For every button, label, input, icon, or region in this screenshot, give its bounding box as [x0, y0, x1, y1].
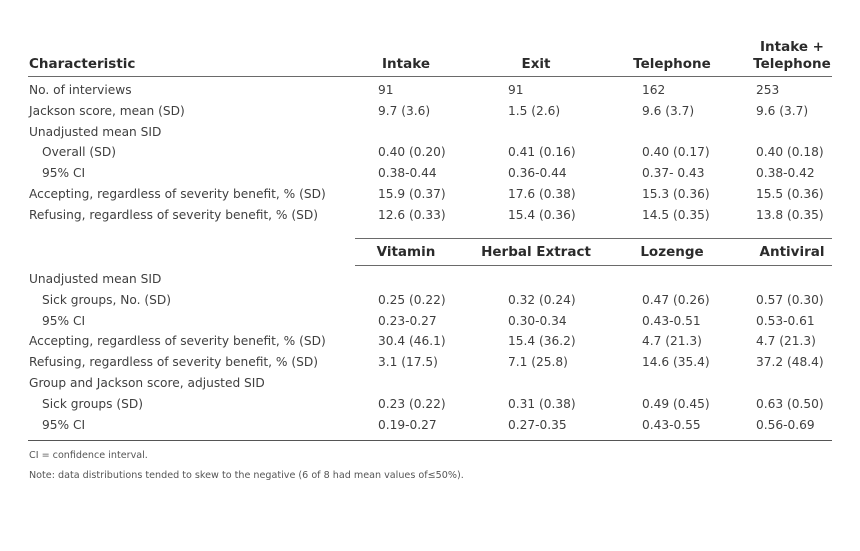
header-lozenge: Lozenge	[640, 244, 704, 260]
row-label: Overall (SD)	[42, 145, 117, 160]
cell-col-4: 13.8 (0.35)	[756, 207, 824, 222]
cell-col-2: 17.6 (0.38)	[508, 187, 576, 201]
header-antiviral: Antiviral	[759, 244, 825, 260]
row-label: Group and Jackson score, adjusted SID	[29, 376, 265, 390]
table-row: 95% CI 0.19-0.27 0.27-0.35 0.43-0.55 0.56-0.…	[0, 418, 860, 438]
cell-col-4: 15.5 (0.36)	[756, 187, 824, 201]
cell-col-4: 4.7 (21.3)	[756, 334, 816, 349]
header-intake: Intake	[382, 56, 430, 72]
cell-col-3: 0.43-0.55	[642, 417, 701, 432]
table-row: 95% CI 0.38-0.44 0.36-0.44 0.37- 0.43 0.38-0…	[0, 166, 860, 186]
table-row: No. of interviews 91 91 162 253	[0, 83, 860, 103]
table-row: Unadjusted mean SID	[0, 125, 860, 145]
table-row: Accepting, regardless of severity benefi…	[0, 334, 860, 354]
row-label: No. of interviews	[29, 83, 132, 97]
cell-col-1: 91	[378, 83, 394, 97]
table-row: Overall (SD) 0.40 (0.20) 0.41 (0.16) 0.40 (…	[0, 145, 860, 165]
cell-col-1: 0.23-0.27	[378, 313, 437, 328]
cell-col-1: 0.40 (0.20)	[378, 145, 446, 160]
table-bottom-rule	[28, 440, 832, 441]
row-label: Sick groups (SD)	[42, 396, 144, 411]
table-row: Sick groups, No. (SD) 0.25 (0.22) 0.32 (0.…	[0, 293, 860, 313]
row-label: Unadjusted mean SID	[29, 124, 162, 139]
cell-col-4: 0.38-0.42	[756, 166, 815, 181]
cell-col-3: 162	[642, 83, 666, 97]
cell-col-2: 1.5 (2.6)	[508, 103, 561, 118]
table-row: Group and Jackson score, adjusted SID	[0, 376, 860, 396]
cell-col-2: 0.36-0.44	[508, 166, 567, 181]
subheader-top-rule	[355, 238, 832, 239]
cell-col-3: 9.6 (3.7)	[642, 103, 695, 118]
header-exit: Exit	[521, 56, 551, 72]
row-label: Unadjusted mean SID	[29, 272, 162, 286]
cell-col-2: 0.31 (0.38)	[508, 396, 576, 411]
cell-col-2: 0.27-0.35	[508, 417, 567, 432]
cell-col-3: 0.37- 0.43	[642, 166, 705, 181]
footnote-ci: CI = confidence interval.	[29, 450, 148, 461]
cell-col-1: 9.7 (3.6)	[378, 103, 431, 118]
cell-col-1: 15.9 (0.37)	[378, 187, 446, 201]
row-label: Accepting, regardless of severity benefi…	[29, 187, 326, 201]
table-row: Accepting, regardless of severity benefi…	[0, 187, 860, 207]
cell-col-2: 7.1 (25.8)	[508, 355, 568, 370]
cell-col-2: 0.32 (0.24)	[508, 292, 576, 307]
footnote-note: Note: data distributions tended to skew …	[29, 470, 464, 481]
table-row: Unadjusted mean SID	[0, 272, 860, 292]
cell-col-4: 0.57 (0.30)	[756, 292, 824, 307]
row-label: Accepting, regardless of severity benefi…	[29, 334, 326, 349]
header-intake-telephone-line2: Telephone	[753, 56, 831, 72]
cell-col-4: 0.56-0.69	[756, 417, 815, 432]
table-row: 95% CI 0.23-0.27 0.30-0.34 0.43-0.51 0.53-0.…	[0, 314, 860, 334]
cell-col-3: 0.49 (0.45)	[642, 396, 710, 411]
cell-col-4: 253	[756, 83, 780, 97]
cell-col-4: 9.6 (3.7)	[756, 103, 809, 118]
cell-col-3: 14.6 (35.4)	[642, 355, 710, 370]
cell-col-1: 0.38-0.44	[378, 166, 437, 181]
row-label: Sick groups, No. (SD)	[42, 292, 171, 307]
row-label: 95% CI	[42, 166, 86, 181]
table-row: Sick groups (SD) 0.23 (0.22) 0.31 (0.38) 0.…	[0, 397, 860, 417]
cell-col-4: 37.2 (48.4)	[756, 355, 824, 370]
cell-col-3: 15.3 (0.36)	[642, 187, 710, 201]
cell-col-1: 12.6 (0.33)	[378, 207, 446, 222]
header-rule	[28, 76, 832, 77]
cell-col-2: 15.4 (0.36)	[508, 207, 576, 222]
subheader-bottom-rule	[355, 265, 832, 266]
cell-col-4: 0.53-0.61	[756, 313, 815, 328]
header-herbal-extract: Herbal Extract	[481, 244, 591, 260]
cell-col-2: 15.4 (36.2)	[508, 334, 576, 349]
cell-col-3: 0.40 (0.17)	[642, 145, 710, 160]
cell-col-1: 0.19-0.27	[378, 417, 437, 432]
cell-col-2: 0.41 (0.16)	[508, 145, 576, 160]
header-characteristic: Characteristic	[29, 56, 136, 72]
cell-col-1: 3.1 (17.5)	[378, 355, 438, 370]
cell-col-3: 0.47 (0.26)	[642, 292, 710, 307]
header-intake-telephone-line1: Intake +	[760, 39, 824, 55]
cell-col-3: 14.5 (0.35)	[642, 207, 710, 222]
header-vitamin: Vitamin	[376, 244, 436, 260]
cell-col-1: 30.4 (46.1)	[378, 334, 446, 349]
cell-col-3: 0.43-0.51	[642, 313, 701, 328]
cell-col-1: 0.23 (0.22)	[378, 396, 446, 411]
cell-col-4: 0.63 (0.50)	[756, 396, 824, 411]
cell-col-2: 91	[508, 83, 524, 97]
table-row: Refusing, regardless of severity benefit…	[0, 355, 860, 375]
cell-col-4: 0.40 (0.18)	[756, 145, 824, 160]
cell-col-1: 0.25 (0.22)	[378, 292, 446, 307]
row-label: 95% CI	[42, 417, 86, 432]
row-label: Refusing, regardless of severity benefit…	[29, 355, 318, 370]
row-label: Refusing, regardless of severity benefit…	[29, 207, 318, 222]
header-telephone: Telephone	[633, 56, 711, 72]
cell-col-3: 4.7 (21.3)	[642, 334, 702, 349]
table-row: Refusing, regardless of severity benefit…	[0, 208, 860, 228]
cell-col-2: 0.30-0.34	[508, 313, 567, 328]
row-label: 95% CI	[42, 313, 86, 328]
row-label: Jackson score, mean (SD)	[29, 103, 185, 118]
table-row: Jackson score, mean (SD) 9.7 (3.6) 1.5 (2.…	[0, 104, 860, 124]
